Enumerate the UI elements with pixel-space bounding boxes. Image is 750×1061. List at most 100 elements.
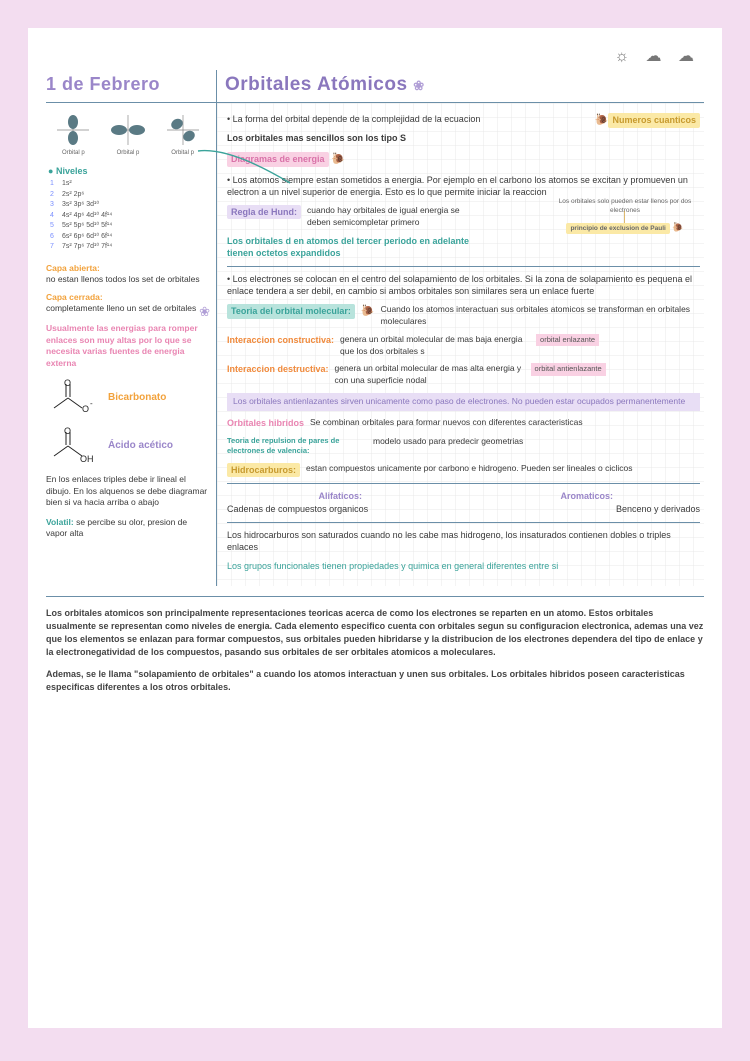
alif-val: Cadenas de compuestos organicos <box>227 503 454 516</box>
line-4: • Los electrones se colocan en el centro… <box>227 273 700 298</box>
hund-val: cuando hay orbitales de igual energia se… <box>307 205 477 229</box>
numeros-cuanticos-tag: Numeros cuanticos <box>608 113 700 128</box>
sidebar: Orbital p Orbital p Orbital p ● Niveles … <box>46 103 216 586</box>
destructiva-val: genera un orbital molecular de mas alta … <box>335 363 525 387</box>
nivel-row: 5 5s² 5p⁶ 5d¹⁰ 5f¹⁴ <box>50 221 210 232</box>
capa-abierta-key: Capa abierta: <box>46 263 100 273</box>
nivel-row: 6 6s² 6p⁶ 6d¹⁰ 6f¹⁴ <box>50 232 210 243</box>
orbital-py: Orbital p <box>161 113 205 157</box>
svg-text:-: - <box>90 399 93 408</box>
purple-callout: Los orbitales antienlazantes sirven unic… <box>227 393 700 411</box>
hibridos-val: Se combinan orbitales para formar nuevos… <box>310 417 700 429</box>
footer-p1: Los orbitales atomicos son principalment… <box>46 607 704 659</box>
orbital-caption: Orbital p <box>171 150 194 156</box>
alif-key: Alifaticos: <box>227 490 454 503</box>
teoria-key: Teoria del orbital molecular: <box>227 304 355 319</box>
nivel-row: 1 1s² <box>50 179 210 190</box>
teoria-val: Cuando los atomos interactuan sus orbita… <box>381 304 700 328</box>
footer-summary: Los orbitales atomicos son principalment… <box>46 596 704 693</box>
line-2: Los orbitales mas sencillos son los tipo… <box>227 132 700 145</box>
destructiva-key: Interaccion destructiva: <box>227 363 329 376</box>
arom-val: Benceno y derivados <box>474 503 701 516</box>
capa-cerrada: Capa cerrada: completamente lleno un set… <box>46 292 210 315</box>
content: Orbital p Orbital p Orbital p ● Niveles … <box>46 103 704 586</box>
diagramas-tag: Diagramas de energia <box>227 152 329 167</box>
l4-text: Los electrones se colocan en el centro d… <box>227 274 692 297</box>
nivel-row: 3 3s² 3p⁶ 3d¹⁰ <box>50 200 210 211</box>
grupos-line: Los grupos funcionales tienen propiedade… <box>227 560 700 573</box>
orbital-caption: Orbital p <box>117 150 140 156</box>
repulsion-row: Teoria de repulsion de pares de electron… <box>227 436 700 457</box>
divider <box>227 266 700 267</box>
constructiva-row: Interaccion constructiva: genera un orbi… <box>227 334 700 358</box>
bicarbonato-structure: O O - <box>46 378 100 418</box>
orbital-pz: Orbital p <box>51 113 95 157</box>
hidrocarburos-row: Hidrocarburos: estan compuestos unicamen… <box>227 463 700 478</box>
capa-abierta: Capa abierta: no estan llenos todos los … <box>46 263 210 286</box>
hidro-key: Hidrocarburos: <box>227 463 300 478</box>
enlazante-tag: orbital enlazante <box>536 334 599 347</box>
repulsion-val: modelo usado para predecir geometrias <box>373 436 700 448</box>
page: ☼ ☁ ☁ 1 de Febrero Orbitales Atómicos ❀ … <box>28 28 722 1028</box>
footer-p2: Ademas, se le llama "solapamiento de orb… <box>46 668 704 694</box>
page-title: Orbitales Atómicos ❀ <box>216 70 704 102</box>
svg-text:O: O <box>64 426 71 436</box>
snail-icon: 🐌 <box>331 153 345 165</box>
arrow-note-2: principio de exclusion de Pauli <box>566 223 669 234</box>
volatil-note: Volatil: se percibe su olor, presion de … <box>46 517 210 540</box>
flower-icon: ❀ <box>413 78 424 93</box>
constructiva-val: genera un orbital molecular de mas baja … <box>340 334 530 358</box>
alif-arom-row: Alifaticos: Cadenas de compuestos organi… <box>227 490 700 515</box>
bicarbonato-row: O O - Bicarbonato <box>46 378 210 418</box>
aromaticos: Aromaticos: Benceno y derivados <box>474 490 701 515</box>
svg-text:O: O <box>64 378 71 388</box>
niveles-title-text: Niveles <box>56 166 88 176</box>
capa-cerrada-key: Capa cerrada: <box>46 292 103 302</box>
repulsion-key: Teoria de repulsion de pares de electron… <box>227 436 367 457</box>
nivel-row: 4 4s² 4p⁶ 4d¹⁰ 4f¹⁴ <box>50 211 210 222</box>
hund-key: Regla de Hund: <box>227 205 301 220</box>
acido-label: Ácido acético <box>108 439 173 453</box>
line-3: • Los atomos siempre estan sometidos a e… <box>227 174 700 199</box>
orbital-sketches: Orbital p Orbital p Orbital p <box>46 113 210 157</box>
line-1: • La forma del orbital depende de la com… <box>227 113 700 126</box>
capa-abierta-val: no estan llenos todos los set de orbital… <box>46 274 200 284</box>
arom-key: Aromaticos: <box>474 490 701 503</box>
arrow-annotations: Los orbitales solo pueden estar llenos p… <box>550 197 700 234</box>
hibridos-key: Orbitales hibridos <box>227 417 304 430</box>
nivel-row: 2 2s² 2p⁶ <box>50 190 210 201</box>
energy-note: Usualmente las energias para romper enla… <box>46 323 210 371</box>
destructiva-row: Interaccion destructiva: genera un orbit… <box>227 363 700 387</box>
hidro-val: estan compuestos unicamente por carbono … <box>306 463 700 475</box>
svg-text:OH: OH <box>80 454 94 464</box>
orbital-px: Orbital p <box>106 113 150 157</box>
title-text: Orbitales Atómicos <box>225 74 408 95</box>
antienlazante-tag: orbital antienlazante <box>531 363 606 376</box>
volatil-key: Volatil: <box>46 517 74 527</box>
alifaticos: Alifaticos: Cadenas de compuestos organi… <box>227 490 454 515</box>
saturados-line: Los hidrocarburos son saturados cuando n… <box>227 529 700 554</box>
weather-icons: ☼ ☁ ☁ <box>46 40 704 70</box>
l1-text: La forma del orbital depende de la compl… <box>233 114 481 124</box>
main-notes: • La forma del orbital depende de la com… <box>216 103 704 586</box>
orbital-caption: Orbital p <box>62 150 85 156</box>
down-arrow-icon: │ <box>550 215 700 221</box>
diagramas-heading: Diagramas de energia 🐌 <box>227 152 700 167</box>
divider <box>227 522 700 523</box>
niveles-heading: ● Niveles <box>48 165 210 177</box>
snail-icon: 🐌 <box>595 113 609 128</box>
hibridos-row: Orbitales hibridos Se combinan orbitales… <box>227 417 700 430</box>
bicarbonato-label: Bicarbonato <box>108 391 166 405</box>
capa-cerrada-val: completamente lleno un set de orbitales <box>46 303 196 313</box>
niveles-table: 1 1s²2 2s² 2p⁶3 3s² 3p⁶ 3d¹⁰4 4s² 4p⁶ 4d… <box>50 179 210 253</box>
l3-text: Los atomos siempre estan sometidos a ene… <box>227 175 688 198</box>
svg-text:O: O <box>82 404 89 414</box>
acido-structure: O OH <box>46 426 100 466</box>
header-bar: 1 de Febrero Orbitales Atómicos ❀ <box>46 70 704 103</box>
divider <box>227 483 700 484</box>
hund-row: Regla de Hund: cuando hay orbitales de i… <box>227 205 700 229</box>
green-rule: Los orbitales d en atomos del tercer per… <box>227 235 487 260</box>
constructiva-key: Interaccion constructiva: <box>227 334 334 347</box>
flower-icon: ❀ <box>199 303 210 321</box>
snail-icon: 🐌 <box>672 222 683 232</box>
